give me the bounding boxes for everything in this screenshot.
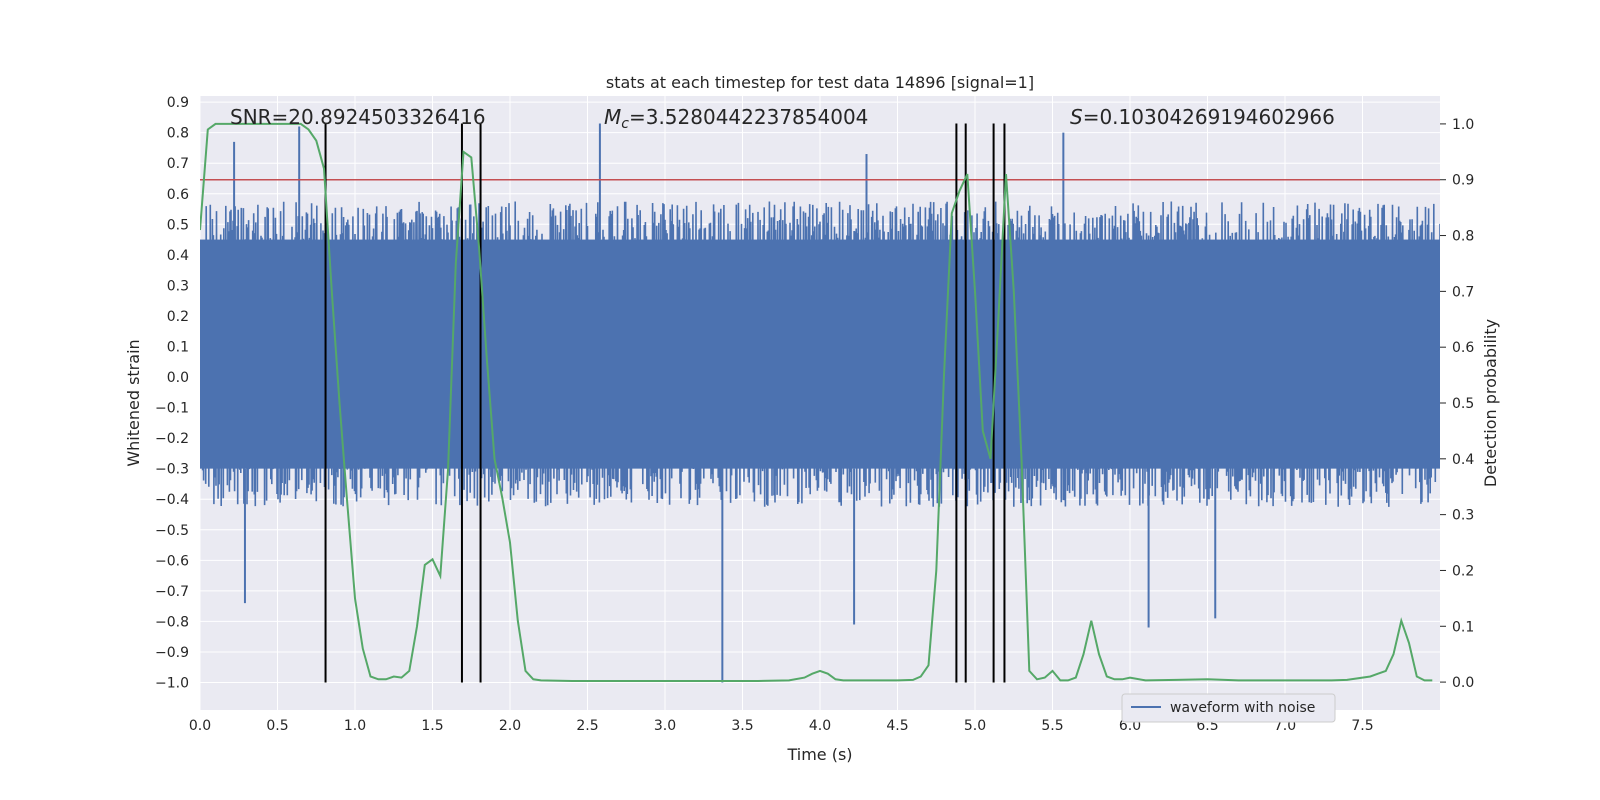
legend: waveform with noise	[1121, 693, 1336, 723]
y-tick-label: 0.3	[167, 278, 189, 294]
x-tick-label: 7.5	[1351, 718, 1373, 734]
x-tick-label: 4.0	[809, 718, 831, 734]
s-annotation: S=0.10304269194602966	[1070, 105, 1335, 129]
x-tick-label: 4.5	[886, 718, 908, 734]
x-axis-label: Time (s)	[786, 745, 852, 764]
ticks: 0.0 0.5 1.0 1.5 2.0 2.5 3.0 3.5 4.0 4.5 5.0 5.5 6.0 6…	[155, 95, 1474, 734]
y-right-tick-label: 0.6	[1452, 340, 1474, 356]
chart-title: stats at each timestep for test data 148…	[606, 73, 1034, 92]
x-tick-label: 2.0	[499, 718, 521, 734]
x-tick-label: 5.5	[1041, 718, 1063, 734]
waveform-band	[200, 239, 1440, 469]
probability-line	[200, 122, 1433, 682]
y-tick-label: −0.3	[155, 462, 189, 478]
y-right-tick-label: 0.3	[1452, 508, 1474, 524]
x-tick-label: 0.0	[189, 718, 211, 734]
x-tick-label: 3.0	[654, 718, 676, 734]
y-tick-label: −1.0	[155, 676, 189, 692]
y-tick-label: 0.2	[167, 309, 189, 325]
y-right-tick-label: 0.4	[1452, 452, 1474, 468]
x-tick-label: 3.5	[731, 718, 753, 734]
y-right-tick-label: 0.8	[1452, 229, 1474, 245]
y-tick-label: −0.5	[155, 523, 189, 539]
y-tick-label: −0.2	[155, 431, 189, 447]
y-right-tick-label: 1.0	[1452, 117, 1474, 133]
y-right-tick-label: 0.0	[1452, 675, 1474, 691]
y-tick-label: −0.4	[155, 492, 189, 508]
y-tick-label: −0.7	[155, 584, 189, 600]
x-tick-label: 0.5	[266, 718, 288, 734]
y-tick-label: 0.4	[167, 248, 189, 264]
probability-series	[200, 122, 1433, 682]
y-tick-label: −0.8	[155, 614, 189, 630]
x-tick-label: 2.5	[576, 718, 598, 734]
y-axis-label: Whitened strain	[124, 339, 143, 466]
snr-annotation: SNR=20.8924503326416	[230, 105, 486, 129]
y-right-tick-label: 0.9	[1452, 173, 1474, 189]
mc-annotation: Mc=3.5280442237854004	[604, 105, 868, 132]
y-tick-label: −0.9	[155, 645, 189, 661]
y-right-tick-label: 0.2	[1452, 563, 1474, 579]
x-tick-label: 5.0	[964, 718, 986, 734]
y-tick-label: 0.5	[167, 217, 189, 233]
waveform-series	[200, 123, 1440, 683]
y-right-axis-label: Detection probability	[1481, 319, 1500, 487]
y-tick-label: −0.6	[155, 553, 189, 569]
legend-label-waveform: waveform with noise	[1170, 700, 1315, 716]
y-tick-label: 0.7	[167, 156, 189, 172]
y-tick-label: −0.1	[155, 401, 189, 417]
y-right-tick-label: 0.5	[1452, 396, 1474, 412]
y-right-tick-label: 0.1	[1452, 619, 1474, 635]
x-tick-label: 1.5	[421, 718, 443, 734]
y-tick-label: 0.0	[167, 370, 189, 386]
y-tick-label: 0.8	[167, 126, 189, 142]
y-tick-label: 0.1	[167, 339, 189, 355]
y-tick-label: 0.6	[167, 187, 189, 203]
y-right-tick-label: 0.7	[1452, 284, 1474, 300]
x-tick-label: 1.0	[344, 718, 366, 734]
y-tick-label: 0.9	[167, 95, 189, 111]
